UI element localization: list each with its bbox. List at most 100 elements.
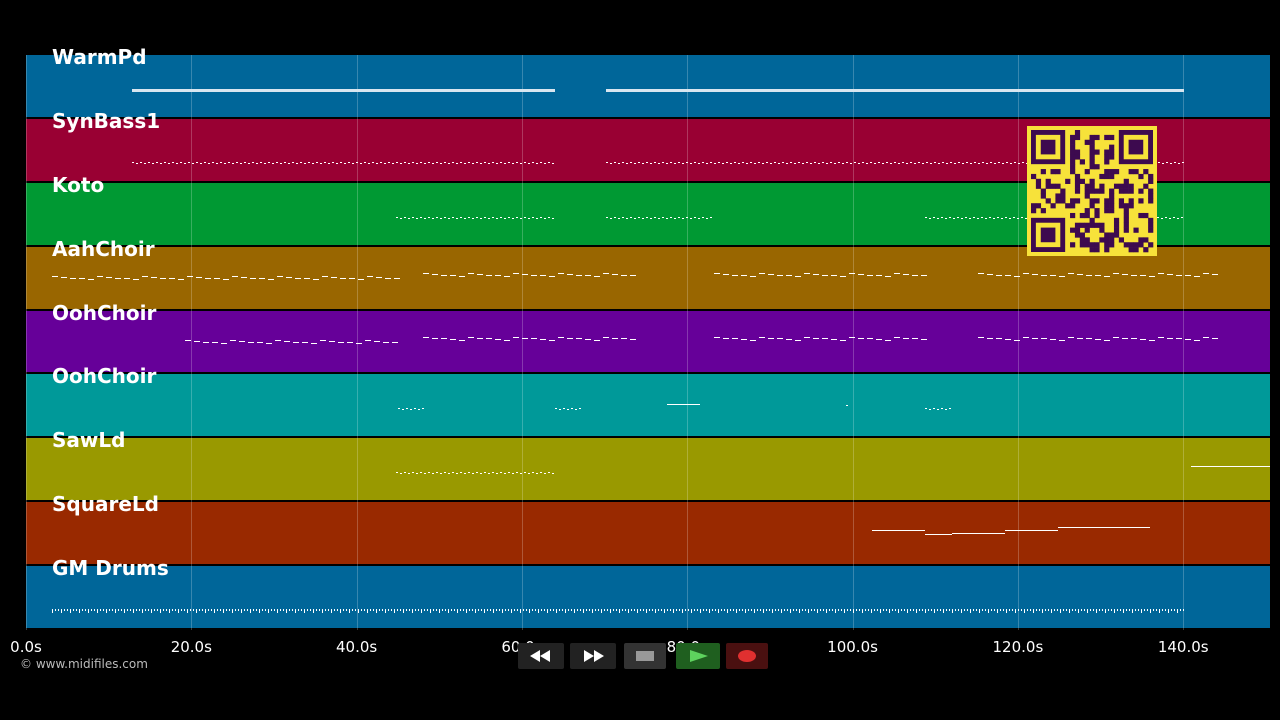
midi-note [504, 473, 507, 475]
track-lane[interactable] [26, 310, 1270, 373]
midi-note [856, 609, 858, 612]
midi-note [232, 276, 239, 277]
midi-note [516, 216, 519, 218]
midi-note [52, 276, 59, 277]
midi-note [508, 216, 511, 218]
midi-note [1093, 609, 1095, 612]
midi-note [547, 609, 549, 614]
midi-note [334, 609, 336, 612]
midi-note [544, 609, 546, 612]
midi-note [494, 275, 501, 277]
midi-note [411, 162, 414, 164]
midi-note [1017, 217, 1020, 219]
midi-note [1095, 339, 1102, 341]
midi-note [722, 337, 729, 339]
midi-note [715, 609, 717, 612]
midi-note [460, 216, 463, 218]
midi-note [484, 216, 487, 218]
midi-note [994, 609, 996, 612]
midi-note [1012, 609, 1014, 612]
play-button[interactable] [676, 643, 720, 669]
midi-note [487, 609, 489, 612]
midi-note [1066, 609, 1068, 612]
midi-note [403, 609, 405, 614]
track-label: SynBass1 [52, 108, 161, 133]
stop-button[interactable] [624, 643, 666, 669]
midi-note [238, 609, 240, 612]
midi-note [552, 217, 555, 219]
midi-note [618, 163, 621, 165]
rewind-button[interactable] [518, 643, 564, 669]
midi-note [475, 609, 477, 614]
midi-note [417, 409, 420, 411]
midi-note [664, 609, 666, 614]
midi-note [776, 338, 783, 340]
midi-note [1081, 609, 1083, 612]
midi-note [279, 163, 282, 165]
track-lane[interactable] [26, 246, 1270, 309]
track-lane[interactable] [26, 438, 1270, 501]
midi-note [452, 216, 455, 218]
track-lane[interactable] [26, 566, 1270, 628]
midi-note [481, 609, 483, 612]
midi-note [976, 609, 978, 612]
midi-note [986, 163, 989, 165]
midi-note [781, 609, 783, 614]
midi-note [1005, 275, 1012, 277]
midi-note [220, 609, 222, 612]
midi-note [142, 609, 144, 614]
midi-note [139, 162, 142, 164]
midi-note [208, 609, 210, 612]
midi-note [187, 162, 190, 164]
time-tick-label: 0.0s [10, 638, 42, 656]
midi-note [1021, 609, 1023, 612]
midi-note [1176, 274, 1183, 276]
midi-note [499, 609, 501, 612]
midi-note [319, 163, 322, 165]
track-lane[interactable] [26, 374, 1270, 437]
midi-note [413, 408, 416, 410]
midi-note [211, 609, 213, 612]
midi-note [431, 273, 438, 275]
midi-note [115, 277, 122, 279]
midi-note [268, 609, 270, 614]
midi-note [1212, 337, 1219, 339]
midi-note [1033, 609, 1035, 614]
midi-note [142, 276, 149, 277]
midi-note [731, 338, 738, 340]
midi-note [652, 609, 654, 612]
midi-note [1177, 609, 1179, 614]
midi-note [775, 609, 777, 612]
midi-note [1144, 609, 1146, 612]
midi-note [790, 162, 793, 164]
midi-note [658, 609, 660, 612]
midi-note [395, 162, 398, 164]
fast-forward-button[interactable] [570, 643, 616, 669]
grid-line [356, 55, 358, 630]
midi-note [870, 162, 873, 164]
midi-note [231, 163, 234, 165]
midi-note [646, 216, 649, 218]
midi-note [616, 609, 618, 612]
track-lane[interactable] [26, 502, 1270, 565]
midi-note [566, 337, 573, 339]
midi-note [404, 472, 407, 474]
midi-note [758, 272, 765, 274]
midi-note [217, 609, 219, 612]
midi-note [331, 162, 334, 164]
midi-note [925, 408, 928, 410]
qr-code-icon[interactable] [1027, 126, 1157, 256]
track-lane[interactable] [26, 55, 1270, 117]
record-button[interactable] [726, 643, 768, 669]
midi-note [476, 216, 479, 218]
midi-note [940, 609, 942, 612]
midi-note [580, 609, 582, 612]
midi-note [688, 609, 690, 612]
midi-note [340, 277, 347, 279]
track-label: OohChoir [52, 364, 157, 389]
midi-note [906, 163, 909, 165]
midi-note [650, 217, 653, 219]
midi-note [575, 409, 577, 411]
midi-note [251, 162, 254, 164]
midi-note [941, 216, 944, 218]
